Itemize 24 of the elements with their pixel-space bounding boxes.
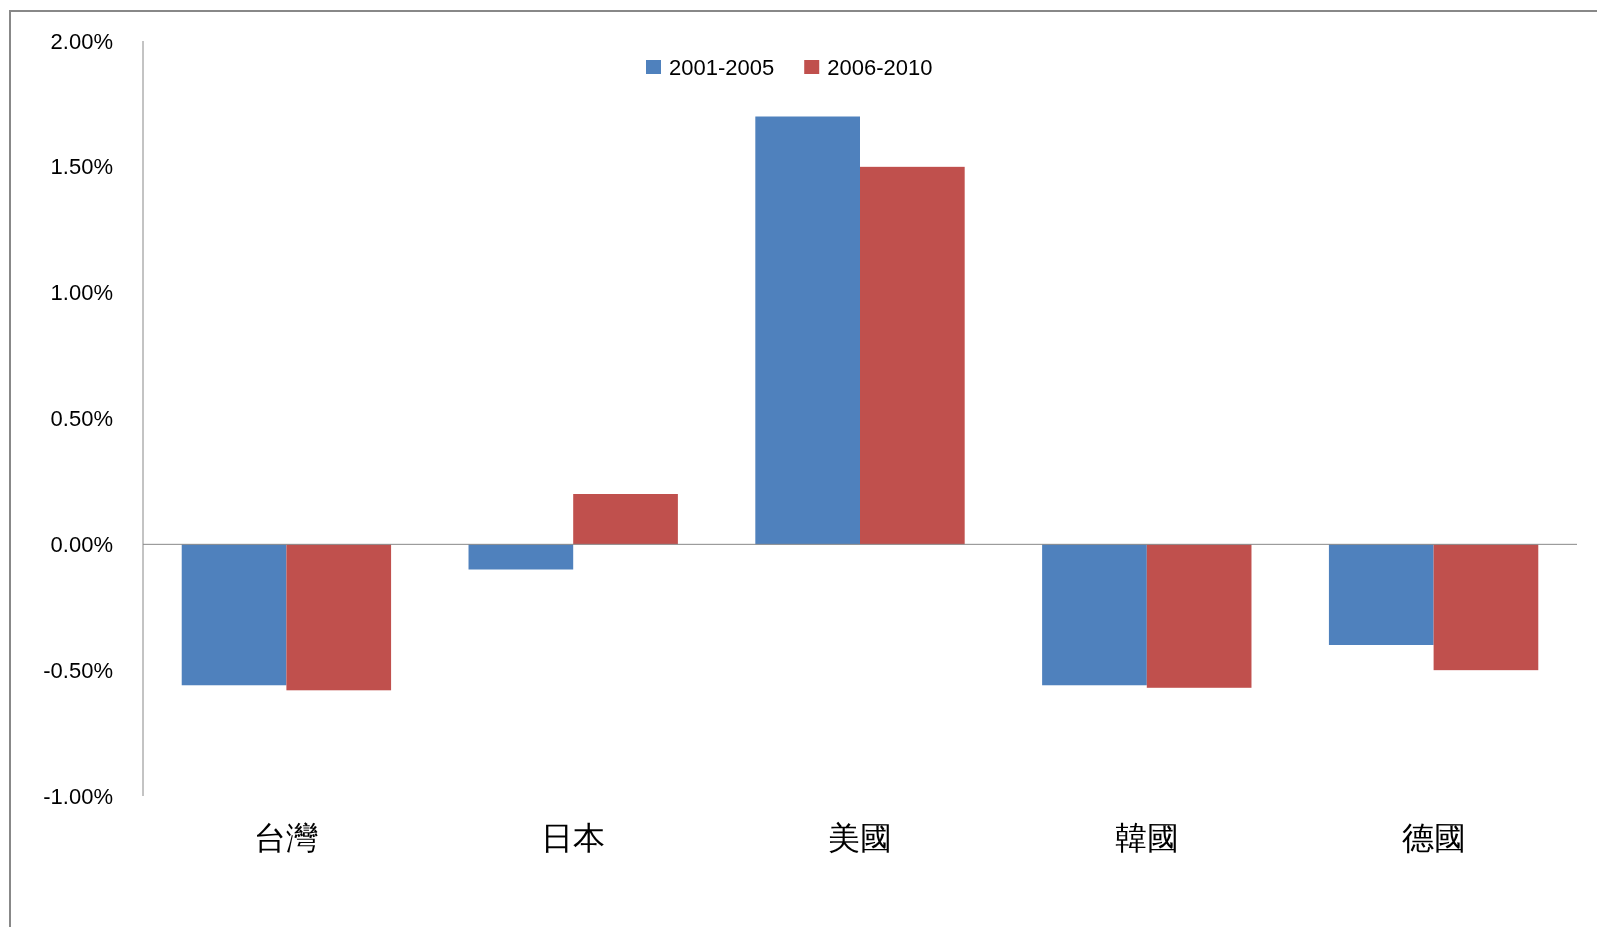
legend-label: 2006-2010 xyxy=(827,54,933,80)
y-tick-label: -0.50% xyxy=(43,657,113,683)
x-tick-label: 德國 xyxy=(1401,820,1466,856)
bar xyxy=(286,544,392,691)
x-tick-label: 美國 xyxy=(828,820,892,856)
y-tick-label: 2.00% xyxy=(50,28,113,54)
bar xyxy=(1146,544,1252,688)
bar xyxy=(573,494,678,545)
legend-label: 2001-2005 xyxy=(669,54,775,80)
bar xyxy=(1042,544,1147,686)
x-tick-label: 台灣 xyxy=(254,820,319,856)
bar xyxy=(1328,544,1434,645)
bar xyxy=(755,116,860,545)
y-tick-label: 1.00% xyxy=(50,280,113,306)
y-tick-label: 0.00% xyxy=(50,531,113,557)
y-tick-label: -1.00% xyxy=(43,783,113,809)
bar xyxy=(181,544,287,686)
y-tick-label: 0.50% xyxy=(50,406,113,431)
bar xyxy=(1433,544,1539,671)
x-tick-label: 韓國 xyxy=(1114,820,1179,856)
x-tick-label: 日本 xyxy=(541,820,606,856)
bar xyxy=(468,544,574,570)
bar xyxy=(860,166,965,545)
y-tick-label: 1.50% xyxy=(50,154,113,180)
